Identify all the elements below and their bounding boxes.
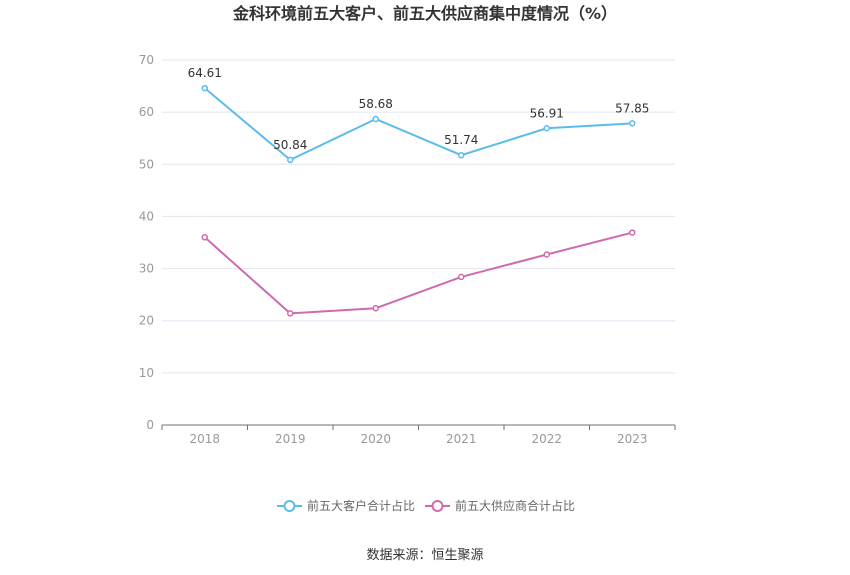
data-point[interactable] <box>287 156 294 164</box>
data-point[interactable] <box>458 273 465 281</box>
data-label: 56.91 <box>530 106 564 120</box>
y-tick-label: 10 <box>139 366 154 380</box>
data-point[interactable] <box>201 234 208 241</box>
series-layer: 64.61 50.84 58.68 51.74 56.91 57.85 <box>188 66 649 317</box>
data-label: 58.68 <box>359 97 393 111</box>
x-tick-label: 2019 <box>275 432 306 446</box>
x-tick-label: 2021 <box>446 432 477 446</box>
x-tick-label: 2020 <box>360 432 391 446</box>
y-tick-label: 40 <box>139 209 154 223</box>
x-tick-label: 2022 <box>531 432 562 446</box>
y-tick-label: 30 <box>139 262 154 276</box>
data-point[interactable] <box>543 125 550 132</box>
legend[interactable]: 前五大客户合计占比 前五大供应商合计占比 <box>277 498 575 513</box>
x-tick-label: 2018 <box>189 432 220 446</box>
source-note: 数据来源：恒生聚源 <box>366 548 483 563</box>
legend-marker-icon <box>283 500 296 512</box>
data-point[interactable] <box>372 115 379 123</box>
legend-item-1[interactable]: 前五大客户合计占比 <box>277 498 415 513</box>
data-label: 50.84 <box>273 138 307 152</box>
data-point[interactable] <box>629 120 636 127</box>
data-point[interactable] <box>372 304 379 312</box>
chart-title: 金科环境前五大客户、前五大供应商集中度情况（%） <box>232 4 617 23</box>
x-tick-label: 2023 <box>617 432 648 446</box>
y-axis: 0 10 20 30 40 50 60 70 <box>139 53 154 432</box>
y-tick-label: 50 <box>139 157 154 171</box>
grid <box>162 59 675 374</box>
data-label: 51.74 <box>444 133 478 147</box>
legend-label: 前五大客户合计占比 <box>307 498 415 513</box>
y-tick-label: 20 <box>139 314 154 328</box>
legend-marker-icon <box>431 500 444 512</box>
x-axis: 2018 2019 2020 2021 2022 2023 <box>161 424 676 446</box>
series-line <box>204 231 633 315</box>
series-1: 64.61 50.84 58.68 51.74 56.91 57.85 <box>188 66 649 164</box>
data-point[interactable] <box>287 310 294 317</box>
y-tick-label: 60 <box>139 105 154 119</box>
y-tick-label: 70 <box>139 53 154 67</box>
y-tick-label: 0 <box>146 418 154 432</box>
data-label: 57.85 <box>615 101 649 115</box>
data-point[interactable] <box>543 251 550 258</box>
legend-label: 前五大供应商合计占比 <box>455 498 575 513</box>
legend-item-2[interactable]: 前五大供应商合计占比 <box>425 498 575 513</box>
series-2 <box>201 229 636 317</box>
data-point[interactable] <box>458 151 465 159</box>
series-line <box>204 87 633 161</box>
data-point[interactable] <box>629 229 636 236</box>
data-point[interactable] <box>201 84 208 92</box>
data-label: 64.61 <box>188 66 222 80</box>
